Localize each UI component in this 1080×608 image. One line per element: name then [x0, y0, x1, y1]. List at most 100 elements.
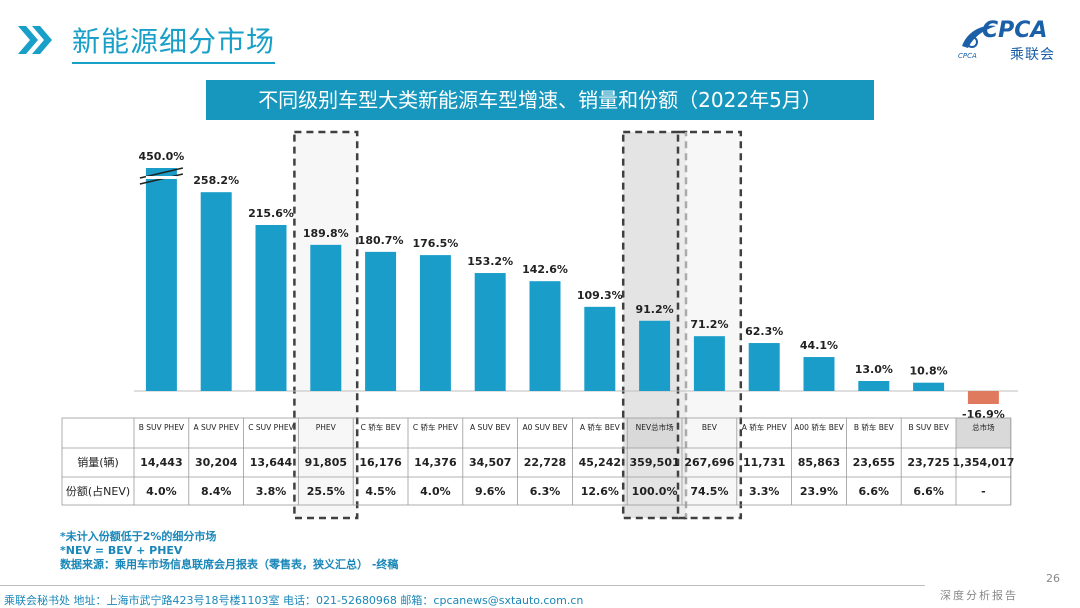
- category-label: C SUV PHEV: [248, 423, 294, 432]
- data-label: 91.2%: [636, 303, 674, 316]
- sales-cell: 267,696: [684, 456, 734, 469]
- logo-cn: 乘联会: [1010, 47, 1055, 63]
- share-cell: 6.3%: [530, 485, 561, 498]
- sales-cell: 11,731: [743, 456, 785, 469]
- share-cell: 74.5%: [690, 485, 728, 498]
- bar: [200, 192, 232, 391]
- bar: [584, 306, 616, 391]
- category-label: B SUV BEV: [908, 423, 949, 432]
- category-label: B SUV PHEV: [139, 423, 185, 432]
- bar: [145, 168, 177, 391]
- bar: [474, 273, 506, 391]
- category-label: A 轿车 BEV: [580, 422, 621, 432]
- bar: [913, 382, 945, 391]
- share-cell: 12.6%: [581, 485, 619, 498]
- data-label: 176.5%: [412, 237, 458, 250]
- category-label: A0 SUV BEV: [522, 423, 568, 432]
- bar: [365, 251, 397, 391]
- bar: [693, 336, 725, 391]
- notes: *未计入份额低于2%的细分市场 *NEV = BEV + PHEV 数据来源：乘…: [60, 530, 398, 572]
- category-label: 总市场: [972, 422, 995, 432]
- sales-cell: 23,725: [907, 456, 949, 469]
- note-line: *未计入份额低于2%的细分市场: [60, 530, 217, 543]
- category-label: A 轿车 PHEV: [742, 422, 788, 432]
- sales-cell: 23,655: [853, 456, 895, 469]
- data-label: 189.8%: [303, 227, 349, 240]
- logo-swoosh-icon: [962, 25, 996, 48]
- data-label: 13.0%: [855, 363, 893, 376]
- sales-cell: 13,644: [250, 456, 293, 469]
- sales-cell: 91,805: [305, 456, 347, 469]
- cpca-logo: CPCA 乘联会 CPCA: [958, 16, 1070, 64]
- sales-cell: 14,443: [140, 456, 182, 469]
- footer-text: 乘联会秘书处 地址：上海市武宁路423号18号楼1103室 电话：021-526…: [4, 594, 584, 607]
- bar: [639, 320, 671, 391]
- share-cell: 4.0%: [420, 485, 451, 498]
- category-label: PHEV: [316, 423, 337, 432]
- report-label: 深度分析报告: [940, 589, 1018, 602]
- share-cell: 9.6%: [475, 485, 506, 498]
- share-cell: -: [981, 485, 986, 498]
- table-row-label: 销量(辆): [77, 455, 119, 469]
- bar: [419, 255, 451, 391]
- logo-brand: CPCA: [982, 18, 1048, 43]
- category-label: C 轿车 BEV: [361, 422, 402, 432]
- table-row-label: 份额(占NEV): [66, 484, 130, 498]
- sales-cell: 30,204: [195, 456, 238, 469]
- bar: [310, 244, 342, 391]
- highlight-frame: [676, 130, 743, 520]
- axis-break-gap: [145, 176, 177, 179]
- sales-cell: 22,728: [524, 456, 566, 469]
- share-cell: 3.3%: [749, 485, 780, 498]
- data-label: 258.2%: [193, 174, 239, 187]
- category-label: BEV: [702, 423, 718, 432]
- bar: [255, 224, 287, 391]
- data-label: 215.6%: [248, 207, 294, 220]
- page-number: 26: [1046, 572, 1060, 585]
- logo-small: CPCA: [958, 52, 977, 60]
- data-label: 62.3%: [745, 325, 783, 338]
- share-cell: 100.0%: [632, 485, 678, 498]
- share-cell: 3.8%: [256, 485, 287, 498]
- share-cell: 6.6%: [859, 485, 890, 498]
- category-label: A SUV BEV: [470, 423, 511, 432]
- sales-cell: 1,354,017: [952, 456, 1014, 469]
- data-label: 44.1%: [800, 339, 838, 352]
- share-cell: 23.9%: [800, 485, 838, 498]
- sales-cell: 16,176: [359, 456, 402, 469]
- category-label: NEV总市场: [636, 422, 674, 432]
- data-label: 153.2%: [467, 255, 513, 268]
- share-cell: 8.4%: [201, 485, 232, 498]
- category-label: B 轿车 BEV: [854, 422, 895, 432]
- data-label: 10.8%: [910, 365, 948, 378]
- page-title: 新能源细分市场: [72, 20, 276, 64]
- note-line: *NEV = BEV + PHEV: [60, 544, 183, 557]
- data-label: 180.7%: [358, 234, 404, 247]
- sales-cell: 85,863: [798, 456, 840, 469]
- category-label: A00 轿车 BEV: [794, 422, 844, 432]
- category-label: C 轿车 PHEV: [413, 422, 459, 432]
- share-cell: 4.0%: [146, 485, 177, 498]
- category-label: A SUV PHEV: [194, 423, 240, 432]
- header-chevron-icon: [18, 26, 52, 54]
- sales-cell: 14,376: [414, 456, 457, 469]
- data-label: -16.9%: [962, 408, 1005, 421]
- bar: [858, 380, 890, 391]
- data-label: 450.0%: [138, 150, 184, 163]
- data-label: 71.2%: [690, 318, 728, 331]
- share-cell: 4.5%: [365, 485, 396, 498]
- share-cell: 6.6%: [913, 485, 944, 498]
- sales-cell: 359,501: [630, 456, 680, 469]
- footer-divider: [0, 585, 925, 586]
- bar: [803, 357, 835, 391]
- bar: [967, 391, 999, 405]
- bar: [748, 343, 780, 391]
- share-cell: 25.5%: [307, 485, 345, 498]
- sales-cell: 45,242: [579, 456, 621, 469]
- sales-cell: 34,507: [469, 456, 511, 469]
- highlight-cell: [956, 418, 1011, 448]
- data-label: 142.6%: [522, 263, 568, 276]
- bar: [529, 281, 561, 391]
- data-label: 109.3%: [577, 289, 623, 302]
